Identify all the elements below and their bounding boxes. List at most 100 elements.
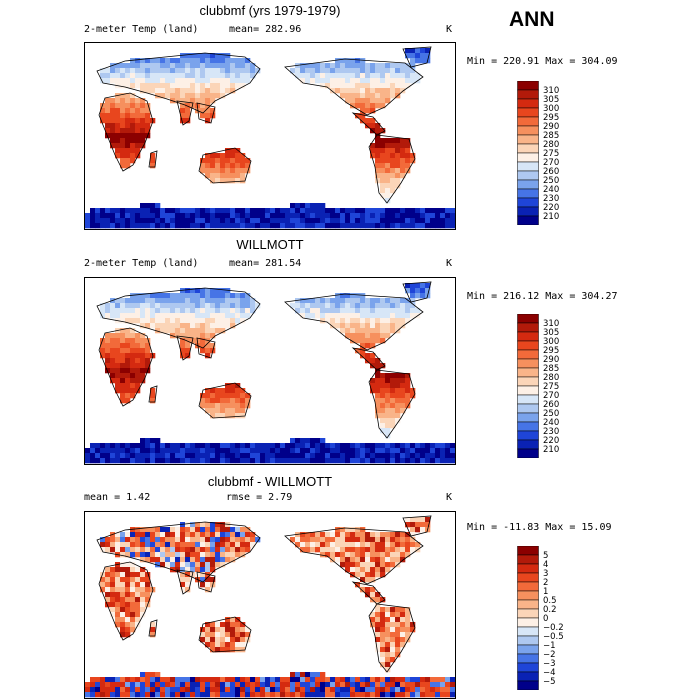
map-cell xyxy=(250,68,256,74)
map-cell xyxy=(205,393,211,399)
map-cell xyxy=(285,458,291,464)
map-cell xyxy=(355,582,361,588)
map-cell xyxy=(115,313,121,319)
map-cell xyxy=(150,557,156,563)
map-cell xyxy=(155,218,161,224)
map-cell xyxy=(395,692,401,698)
map-cell xyxy=(140,308,146,314)
map-cell xyxy=(200,158,206,164)
panel-2-minmax: Min = 216.12 Max = 304.27 xyxy=(467,291,618,302)
map-cell xyxy=(120,602,126,608)
map-cell xyxy=(220,532,226,538)
map-cell xyxy=(270,682,276,688)
map-cell xyxy=(195,303,201,309)
map-cell xyxy=(380,642,386,648)
map-cell xyxy=(225,552,231,558)
map-cell xyxy=(270,677,276,683)
map-cell xyxy=(370,532,376,538)
map-cell xyxy=(175,562,181,568)
map-cell xyxy=(230,148,236,154)
map-cell xyxy=(255,687,261,693)
map-cell xyxy=(190,323,196,329)
map-cell xyxy=(160,218,166,224)
coastline-europe-asia xyxy=(96,521,261,583)
map-cell xyxy=(175,537,181,543)
map-cell xyxy=(130,532,136,538)
map-cell xyxy=(180,333,186,339)
map-cell xyxy=(150,313,156,319)
panel-3-colorbar-label: 2 xyxy=(543,578,548,588)
map-cell xyxy=(130,607,136,613)
map-cell xyxy=(335,223,341,229)
map-cell xyxy=(360,687,366,693)
map-cell xyxy=(230,303,236,309)
map-cell xyxy=(220,158,226,164)
map-cell xyxy=(220,453,226,459)
map-cell xyxy=(105,128,111,134)
map-cell xyxy=(265,687,271,693)
map-cell xyxy=(365,118,371,124)
map-cell xyxy=(335,73,341,79)
map-cell xyxy=(260,458,266,464)
map-cell xyxy=(125,443,131,449)
map-cell xyxy=(395,218,401,224)
map-cell xyxy=(215,208,221,214)
map-cell xyxy=(400,383,406,389)
map-cell xyxy=(240,208,246,214)
map-cell xyxy=(165,323,171,329)
map-cell xyxy=(250,223,256,229)
map-cell xyxy=(335,308,341,314)
map-cell xyxy=(135,677,141,683)
map-cell xyxy=(365,63,371,69)
map-cell xyxy=(235,58,241,64)
map-cell xyxy=(230,388,236,394)
panel-1-colorbar-label: 220 xyxy=(543,203,559,213)
map-cell xyxy=(165,453,171,459)
map-cell xyxy=(120,68,126,74)
map-cell xyxy=(405,313,411,319)
map-cell xyxy=(310,223,316,229)
map-cell xyxy=(300,547,306,553)
map-cell xyxy=(390,328,396,334)
map-cell xyxy=(435,223,441,229)
map-cell xyxy=(400,78,406,84)
map-cell xyxy=(205,582,211,588)
map-cell xyxy=(160,448,166,454)
map-cell xyxy=(390,393,396,399)
map-cell xyxy=(265,443,271,449)
map-cell xyxy=(235,537,241,543)
map-cell xyxy=(110,108,116,114)
map-cell xyxy=(370,78,376,84)
map-cell xyxy=(230,78,236,84)
panel-2-colorbar-label: 300 xyxy=(543,337,559,347)
map-cell xyxy=(260,687,266,693)
map-cell xyxy=(435,208,441,214)
panel-3-mean: mean = 1.42 xyxy=(84,492,151,503)
map-cell xyxy=(155,63,161,69)
map-cell xyxy=(445,677,451,683)
map-cell xyxy=(290,208,296,214)
map-cell xyxy=(130,527,136,533)
map-cell xyxy=(385,198,391,204)
map-cell xyxy=(370,333,376,339)
panel-3-colorbar-label: −1 xyxy=(543,641,556,651)
map-cell xyxy=(230,88,236,94)
map-cell xyxy=(250,448,256,454)
map-cell xyxy=(370,572,376,578)
map-cell xyxy=(210,527,216,533)
map-cell xyxy=(190,78,196,84)
map-cell xyxy=(375,592,381,598)
panel-3-colorbar-swatch xyxy=(517,608,539,619)
panel-1-colorbar-swatch xyxy=(517,116,539,127)
map-cell xyxy=(310,458,316,464)
map-cell xyxy=(185,527,191,533)
map-cell xyxy=(400,607,406,613)
map-cell xyxy=(165,458,171,464)
map-cell xyxy=(150,218,156,224)
map-cell xyxy=(330,208,336,214)
map-cell xyxy=(240,68,246,74)
panel-1-colorbar-label: 250 xyxy=(543,176,559,186)
map-cell xyxy=(145,313,151,319)
map-cell xyxy=(115,602,121,608)
map-cell xyxy=(300,203,306,209)
